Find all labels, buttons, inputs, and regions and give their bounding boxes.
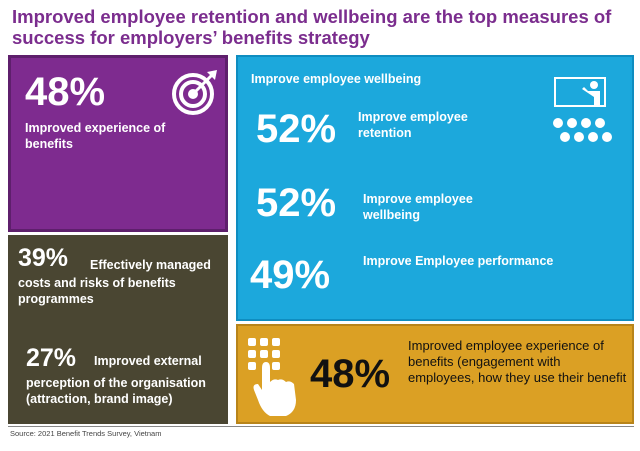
stat-label-costs-b: costs and risks of benefits programmes: [18, 276, 176, 306]
touch-keypad-icon: [248, 338, 296, 416]
panel-experience-engagement: 48% Improved employee experience of bene…: [236, 324, 634, 424]
source-note: Source: 2021 Benefit Trends Survey, Viet…: [10, 429, 162, 438]
stat-value: 48%: [25, 70, 106, 114]
stat-value-wellbeing: 52%: [256, 181, 337, 225]
panel-improved-experience: 48% Improved experience of benefits: [8, 55, 228, 232]
presentation-icon: [553, 77, 612, 142]
stat-value-performance: 49%: [250, 253, 331, 297]
page-title: Improved employee retention and wellbein…: [12, 6, 612, 48]
stat-label-perception-b: perception of the organisation (attracti…: [26, 376, 206, 406]
stat-value-engagement: 48%: [310, 352, 391, 396]
stat-label-perception-a: Improved external: [94, 354, 202, 368]
panel-employee-wellbeing: Improve employee wellbeing 52% Improve e…: [236, 55, 634, 321]
stat-label-retention: Improve employee retention: [358, 110, 468, 140]
stat-label-engagement: Improved employee experience of benefits…: [408, 338, 627, 385]
target-icon: [172, 70, 217, 115]
stat-label-costs-a: Effectively managed: [90, 258, 211, 272]
source-divider: [8, 426, 634, 427]
stat-label: Improved experience of benefits: [25, 121, 166, 151]
stat-value-retention: 52%: [256, 107, 337, 151]
panel-heading: Improve employee wellbeing: [251, 72, 422, 86]
stat-value-costs: 39%: [18, 244, 69, 272]
stat-label-wellbeing: Improve employee wellbeing: [363, 192, 473, 222]
stat-value-perception: 27%: [26, 344, 77, 372]
stat-label-performance: Improve Employee performance: [363, 254, 554, 268]
panel-costs-perception: 39% Effectively managed costs and risks …: [8, 235, 228, 424]
